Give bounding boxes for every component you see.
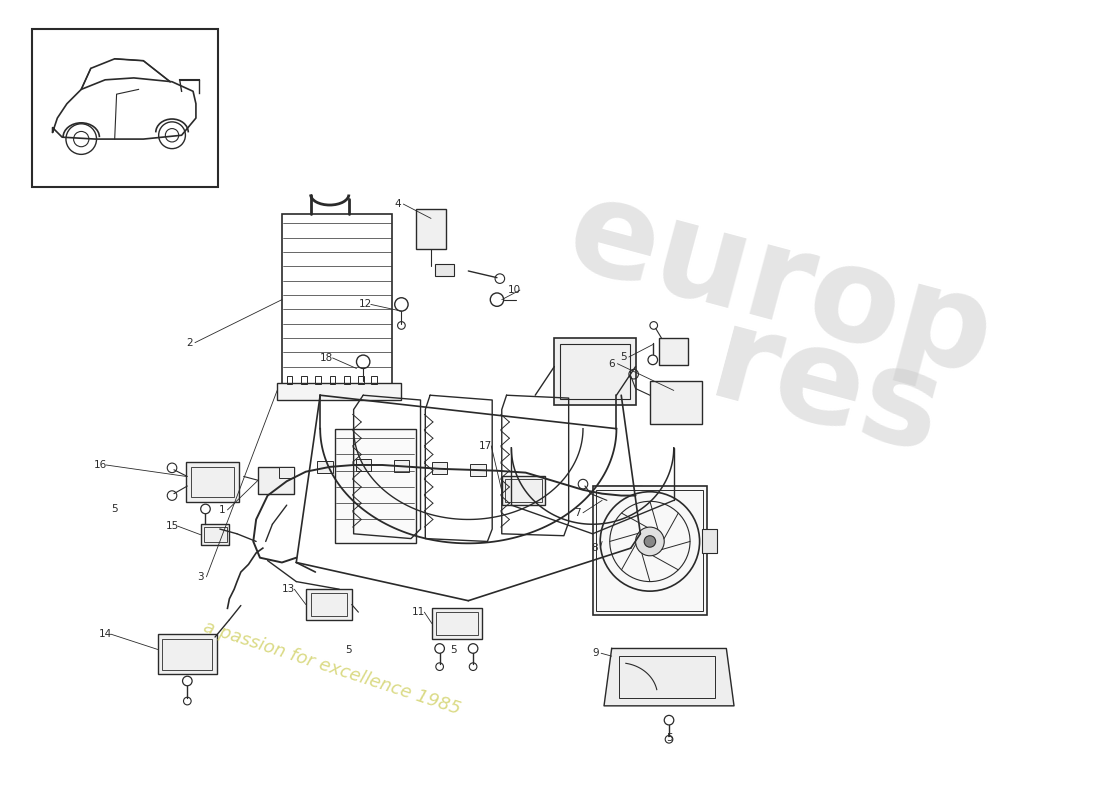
Bar <box>200 524 230 546</box>
Text: res: res <box>697 299 956 482</box>
Text: 5: 5 <box>111 504 118 514</box>
Bar <box>163 639 212 670</box>
Bar <box>502 477 544 505</box>
Bar <box>416 209 447 249</box>
Bar <box>554 338 636 405</box>
Bar <box>317 461 332 473</box>
Text: 2: 2 <box>186 338 192 348</box>
Text: 17: 17 <box>478 441 492 451</box>
Bar <box>432 462 448 474</box>
Bar <box>204 527 227 542</box>
Circle shape <box>645 536 656 547</box>
Text: 8: 8 <box>591 543 597 553</box>
Text: a passion for excellence 1985: a passion for excellence 1985 <box>200 618 463 718</box>
Text: 5: 5 <box>345 646 352 655</box>
Bar <box>316 376 321 384</box>
Text: 12: 12 <box>359 299 372 310</box>
Text: europ: europ <box>554 168 1006 402</box>
Bar <box>306 590 352 620</box>
Circle shape <box>636 527 664 556</box>
Bar <box>287 376 293 384</box>
Text: 4: 4 <box>394 199 400 209</box>
Bar <box>593 486 707 615</box>
Bar <box>394 460 409 472</box>
Text: 18: 18 <box>320 353 333 363</box>
Bar <box>330 376 336 384</box>
Bar <box>191 467 234 498</box>
Bar <box>359 376 364 384</box>
Text: 5: 5 <box>666 734 672 743</box>
Bar <box>371 376 376 384</box>
Bar <box>282 214 392 386</box>
Polygon shape <box>604 649 734 706</box>
Text: 5: 5 <box>451 646 458 655</box>
Bar <box>596 490 703 611</box>
Text: 13: 13 <box>282 584 295 594</box>
Bar <box>602 486 642 514</box>
Text: 5: 5 <box>619 352 627 362</box>
Bar <box>355 459 371 470</box>
Bar <box>32 29 218 187</box>
Text: 14: 14 <box>99 629 112 639</box>
Bar <box>660 338 689 365</box>
Bar <box>432 608 482 639</box>
Text: 9: 9 <box>592 648 598 658</box>
Bar <box>560 344 630 399</box>
Bar <box>505 479 542 502</box>
Bar <box>279 467 295 478</box>
Text: 3: 3 <box>197 572 204 582</box>
Bar <box>157 634 217 674</box>
Bar <box>310 593 346 616</box>
Bar <box>650 381 703 424</box>
Text: 11: 11 <box>412 607 426 617</box>
Bar <box>436 612 477 635</box>
Bar <box>434 264 454 276</box>
Bar <box>619 656 715 698</box>
Text: 16: 16 <box>94 460 107 470</box>
Text: 1: 1 <box>219 505 225 515</box>
Bar <box>186 462 239 502</box>
Text: 10: 10 <box>507 285 520 295</box>
Bar <box>301 376 307 384</box>
Text: 15: 15 <box>165 521 178 531</box>
Bar <box>703 529 717 553</box>
Text: 6: 6 <box>608 358 615 369</box>
Bar <box>470 464 485 475</box>
Bar <box>334 429 416 543</box>
Text: 7: 7 <box>574 508 581 518</box>
Bar <box>258 467 295 494</box>
Bar <box>344 376 350 384</box>
Bar <box>277 382 402 400</box>
